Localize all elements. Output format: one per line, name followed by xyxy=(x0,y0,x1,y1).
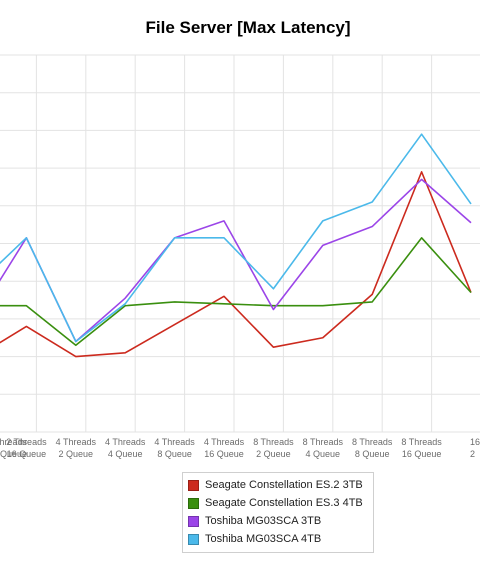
x-tick-label: 4 Threads xyxy=(204,437,245,447)
x-tick-label: 8 Threads xyxy=(352,437,393,447)
x-tick-label: 4 Threads xyxy=(105,437,146,447)
x-tick-label: 16 Queue xyxy=(402,449,442,459)
legend-item: Seagate Constellation ES.3 4TB xyxy=(188,494,368,512)
x-axis-labels: hreads Queue 2 Threads 16 Queue 4 Threads 2 Q… xyxy=(0,437,480,459)
x-tick-label: 16 Queue xyxy=(7,449,47,459)
x-tick-label: hreads xyxy=(0,437,27,447)
series-line-1 xyxy=(0,171,472,358)
x-tick-label: 2 xyxy=(470,449,475,459)
grid xyxy=(0,54,480,433)
x-tick-label: 8 Queue xyxy=(157,449,192,459)
x-tick-label: Queue xyxy=(0,449,27,459)
legend-label: Toshiba MG03SCA 4TB xyxy=(205,533,322,545)
legend-swatch xyxy=(188,497,199,509)
series-line-4 xyxy=(0,133,472,343)
legend: Seagate Constellation ES.2 3TB Seagate Co… xyxy=(182,472,374,553)
legend-swatch xyxy=(188,479,199,491)
series-line-3 xyxy=(0,178,472,343)
x-tick-label: 8 Threads xyxy=(401,437,442,447)
line-chart: hreads Queue 2 Threads 16 Queue 4 Threads 2 Q… xyxy=(0,54,480,459)
x-tick-label: 4 Threads xyxy=(154,437,195,447)
legend-label: Toshiba MG03SCA 3TB xyxy=(205,515,322,527)
legend-label: Seagate Constellation ES.3 4TB xyxy=(205,497,363,509)
legend-item: Seagate Constellation ES.2 3TB xyxy=(188,476,368,494)
chart-title: File Server [Max Latency] xyxy=(145,18,351,37)
legend-swatch xyxy=(188,533,199,545)
x-tick-label: 8 Threads xyxy=(303,437,344,447)
x-tick-label: 8 Queue xyxy=(355,449,390,459)
x-tick-label: 4 Queue xyxy=(306,449,341,459)
x-tick-label: 8 Threads xyxy=(253,437,294,447)
x-tick-label: 2 Queue xyxy=(59,449,94,459)
x-tick-label: 2 Threads xyxy=(6,437,47,447)
x-tick-label: 2 Queue xyxy=(256,449,291,459)
x-tick-label: 4 Threads xyxy=(56,437,97,447)
legend-item: Toshiba MG03SCA 3TB xyxy=(188,512,368,530)
legend-swatch xyxy=(188,515,199,527)
legend-label: Seagate Constellation ES.2 3TB xyxy=(205,479,363,491)
x-tick-label: 16 Queue xyxy=(204,449,244,459)
x-tick-label: 16 xyxy=(470,437,480,447)
series-lines xyxy=(0,133,472,358)
series-line-2 xyxy=(0,237,472,347)
legend-item: Toshiba MG03SCA 4TB xyxy=(188,530,368,548)
x-tick-label: 4 Queue xyxy=(108,449,143,459)
